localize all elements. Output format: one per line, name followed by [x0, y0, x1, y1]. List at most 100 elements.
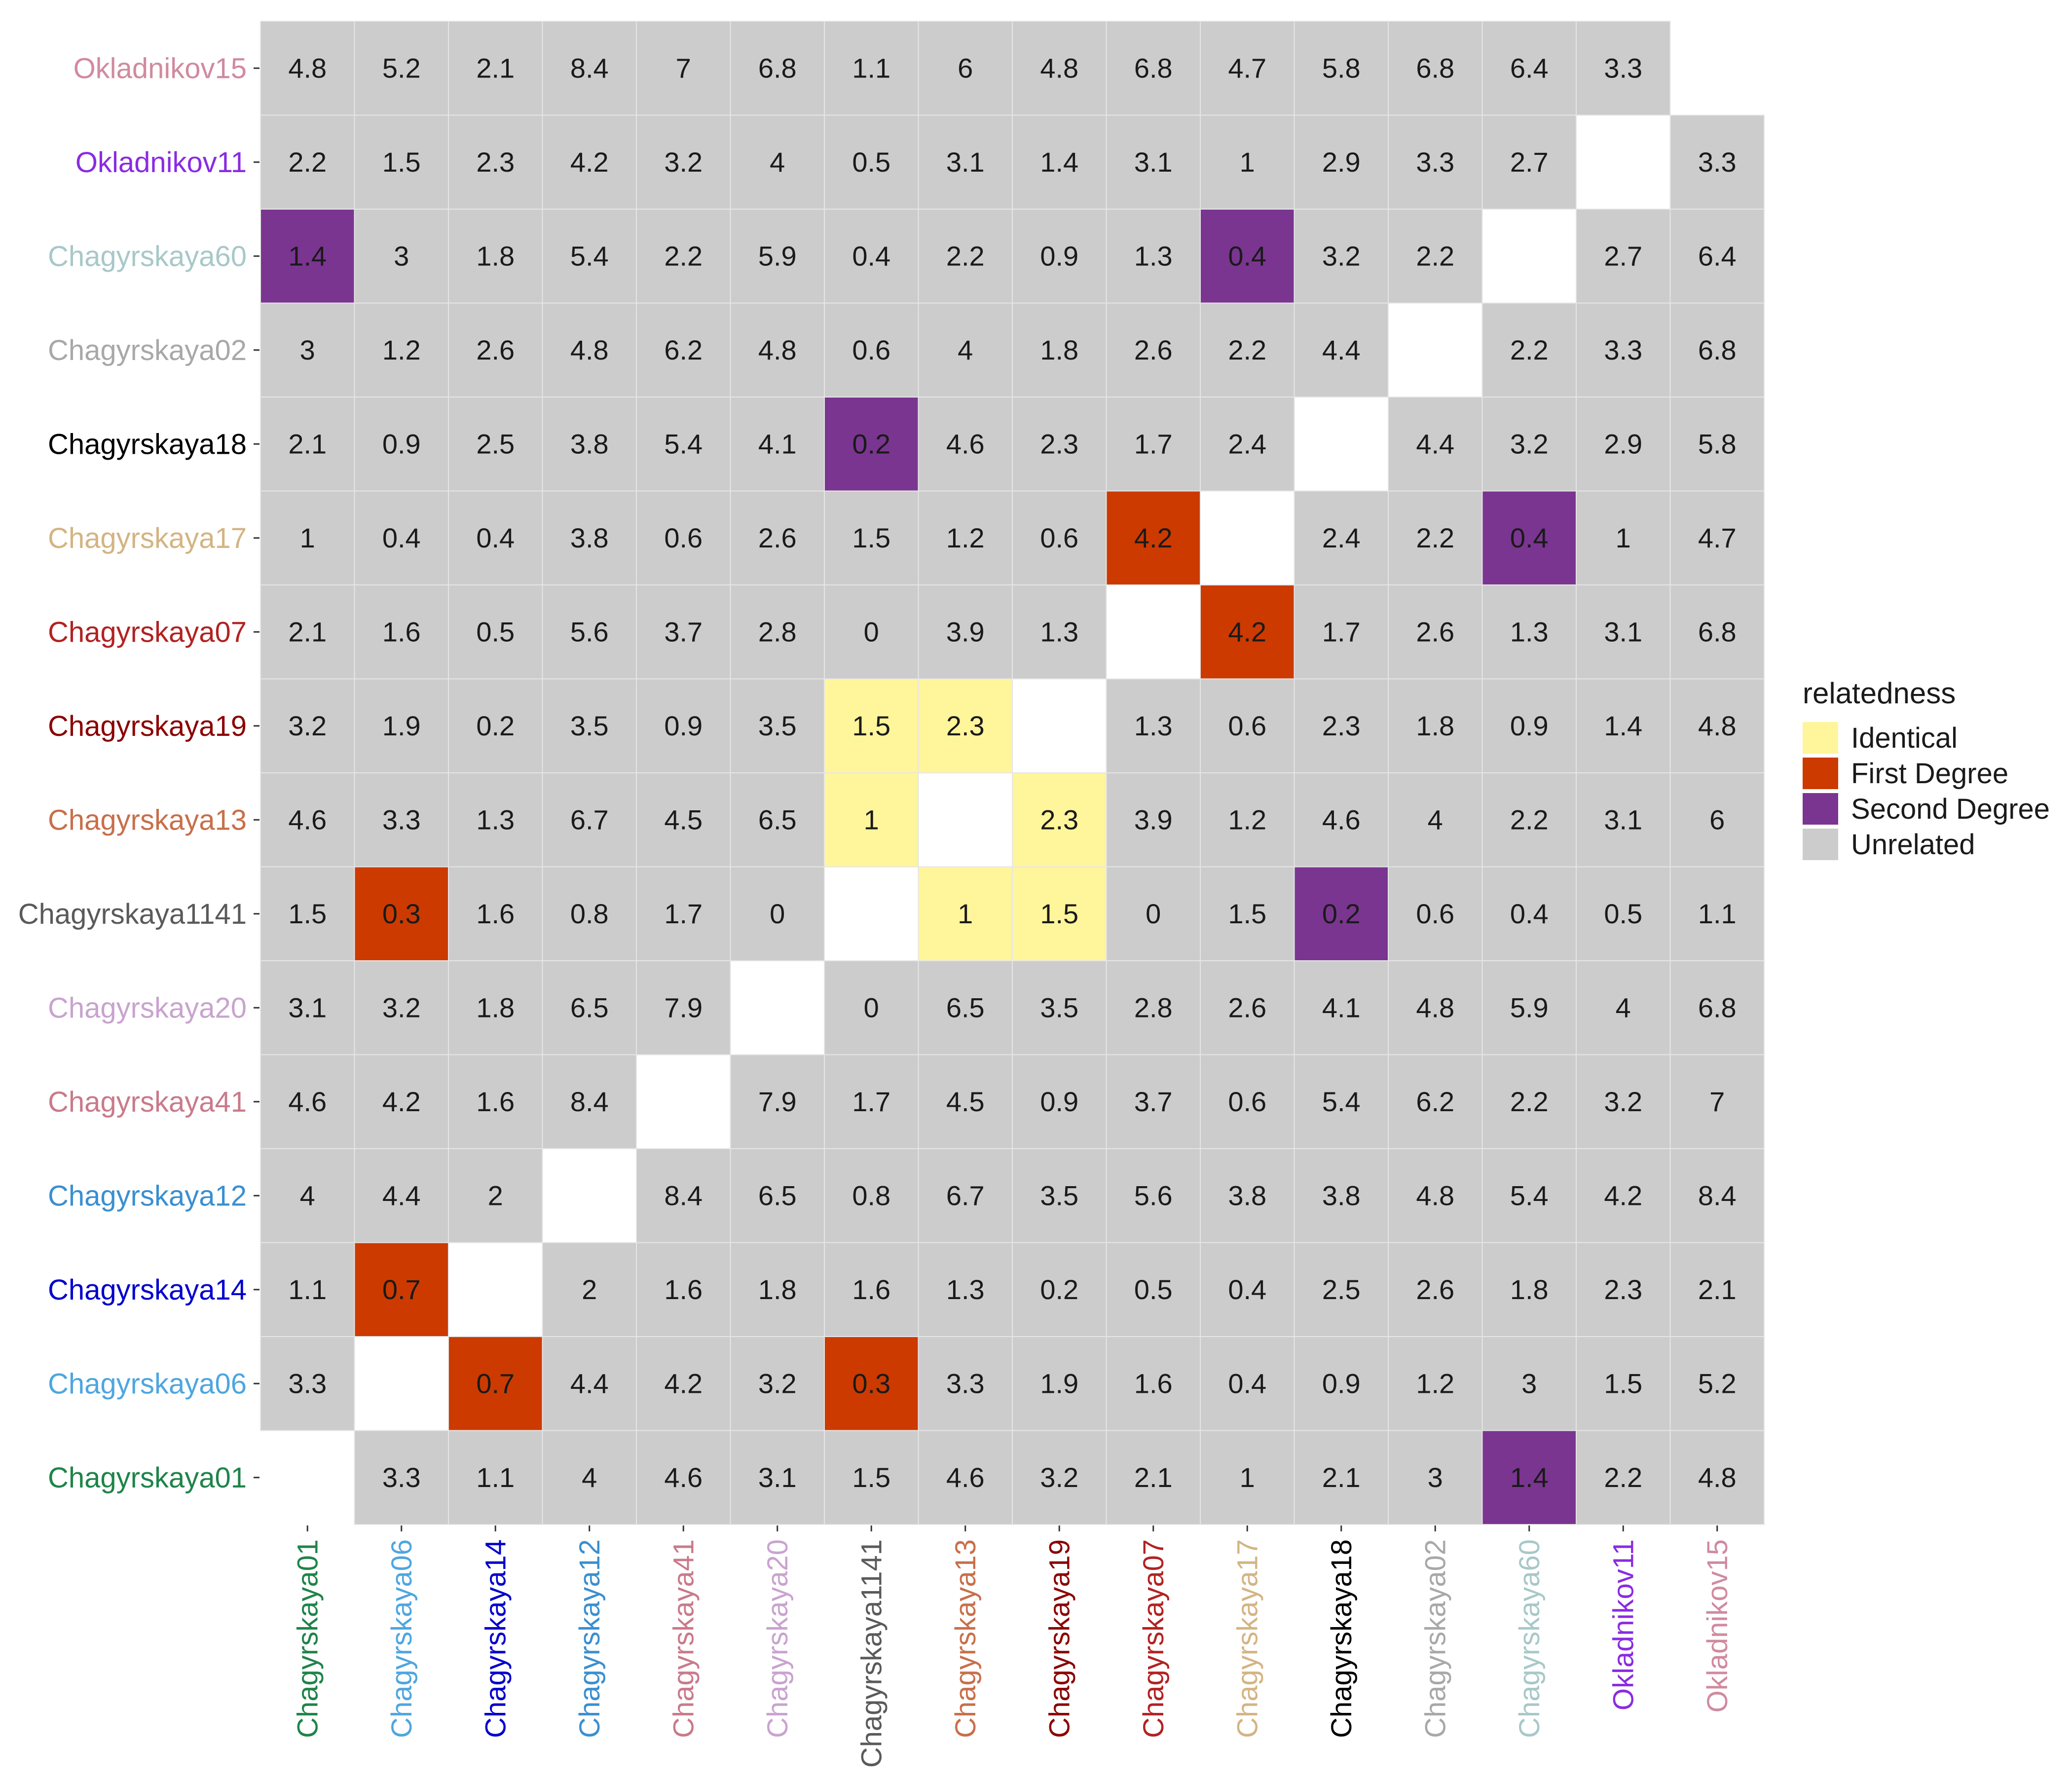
cell-value-label: 4.8 [1416, 1180, 1454, 1211]
heatmap-cell [1669, 490, 1765, 585]
heatmap-cell [1200, 1336, 1295, 1431]
x-tick-label: Chagyrskaya14 [480, 1539, 512, 1738]
cell-value-label: 1.8 [476, 240, 515, 271]
cell-value-label: 1.7 [1322, 616, 1361, 647]
heatmap-cell [260, 397, 355, 492]
cell-value-label: 5.2 [382, 52, 421, 83]
heatmap-cell [1481, 866, 1577, 961]
cell-value-label: 8.4 [1698, 1180, 1737, 1211]
cell-value-label: 0.9 [1322, 1368, 1361, 1399]
cell-value-label: 2.6 [1416, 616, 1454, 647]
cell-value-label: 4.6 [1322, 804, 1361, 835]
cell-value-label: 4 [1428, 804, 1443, 835]
cell-value-label: 1.5 [1604, 1368, 1642, 1399]
heatmap-cell [1294, 21, 1389, 116]
heatmap-cell [354, 21, 449, 116]
cell-value-label: 5.4 [664, 428, 703, 459]
heatmap-cell [1576, 678, 1671, 773]
cell-value-label: 0 [1146, 898, 1161, 929]
heatmap-cell [1106, 302, 1201, 398]
cell-value-label: 2.7 [1604, 240, 1642, 271]
cell-value-label: 2.3 [1604, 1274, 1642, 1305]
heatmap-cell [1669, 1148, 1765, 1243]
heatmap-cell [824, 397, 919, 492]
cell-value-label: 5.9 [1510, 992, 1549, 1023]
cell-value-label: 0.7 [382, 1274, 421, 1305]
cell-value-label: 1.3 [1510, 616, 1549, 647]
cell-value-label: 1 [1240, 146, 1255, 178]
cell-value-label: 6.8 [1698, 334, 1737, 365]
cell-value-label: 2.3 [1040, 804, 1078, 835]
cell-value-label: 5.2 [1698, 1368, 1737, 1399]
heatmap-cell [1576, 209, 1671, 304]
heatmap-cell [1388, 1054, 1483, 1149]
heatmap-cell [1200, 1430, 1295, 1525]
cell-value-label: 2.2 [1416, 522, 1454, 553]
cell-value-label: 2.1 [476, 52, 515, 83]
cell-value-label: 2.6 [1134, 334, 1173, 365]
heatmap-cell [918, 1054, 1013, 1149]
heatmap-cell [1669, 114, 1765, 210]
legend-label: Identical [1851, 722, 1958, 754]
heatmap-cell [1012, 584, 1107, 680]
cell-value-label: 4.8 [1040, 52, 1078, 83]
heatmap-cell [1481, 1054, 1577, 1149]
cell-value-label: 1 [300, 522, 315, 553]
y-tick-label: Chagyrskaya20 [48, 992, 247, 1024]
cell-value-label: 0.6 [1228, 710, 1266, 741]
heatmap-cell [1200, 678, 1295, 773]
cell-value-label: 1.4 [1040, 146, 1078, 178]
cell-value-label: 3.3 [1604, 334, 1642, 365]
cell-value-label: 6.8 [1698, 616, 1737, 647]
cell-value-label: 0.4 [1228, 1368, 1266, 1399]
y-tick-label: Chagyrskaya01 [48, 1462, 247, 1494]
cell-value-label: 0.4 [1228, 240, 1266, 271]
cell-value-label: 3.2 [1510, 428, 1549, 459]
cell-value-label: 0.4 [1510, 522, 1549, 553]
heatmap-cell [1012, 21, 1107, 116]
cell-value-label: 0.9 [382, 428, 421, 459]
cell-value-label: 3.3 [382, 1462, 421, 1493]
cell-value-label: 1.5 [1040, 898, 1078, 929]
cell-value-label: 3.2 [1604, 1086, 1642, 1117]
cell-value-label: 4.6 [288, 804, 327, 835]
heatmap-cell [918, 397, 1013, 492]
heatmap-cell [448, 21, 543, 116]
heatmap-cell [1106, 397, 1201, 492]
cell-value-label: 3 [1521, 1368, 1537, 1399]
cell-value-label: 3.9 [1134, 804, 1173, 835]
cell-value-label: 1.2 [946, 522, 985, 553]
cell-value-label: 2.2 [946, 240, 985, 271]
heatmap-cell [1012, 1148, 1107, 1243]
cell-value-label: 6.8 [1698, 992, 1737, 1023]
heatmap-cell [354, 114, 449, 210]
cell-value-label: 0.4 [476, 522, 515, 553]
cell-value-label: 1.7 [664, 898, 703, 929]
heatmap-cell [1294, 584, 1389, 680]
legend-label: Second Degree [1851, 793, 2050, 825]
cell-value-label: 3.3 [1604, 52, 1642, 83]
cell-value-label: 3.5 [1040, 992, 1078, 1023]
x-tick-label: Chagyrskaya12 [574, 1539, 606, 1738]
cell-value-label: 5.6 [1134, 1180, 1173, 1211]
heatmap-cell [1388, 1148, 1483, 1243]
cell-value-label: 3.3 [946, 1368, 985, 1399]
cell-value-label: 2.2 [1510, 334, 1549, 365]
cell-value-label: 5.4 [1510, 1180, 1549, 1211]
cell-value-label: 1 [958, 898, 973, 929]
heatmap-cell [260, 114, 355, 210]
cell-value-label: 2.3 [1322, 710, 1361, 741]
cell-value-label: 4.4 [382, 1180, 421, 1211]
heatmap-cell [1106, 21, 1201, 116]
heatmap-cell [354, 490, 449, 585]
cell-value-label: 4.6 [288, 1086, 327, 1117]
heatmap-cell [354, 1054, 449, 1149]
heatmap-cell [730, 772, 825, 868]
heatmap-cell [730, 1430, 825, 1525]
x-tick-label: Okladnikov11 [1607, 1539, 1639, 1710]
heatmap-cell [1012, 960, 1107, 1055]
heatmap-cell [636, 772, 731, 868]
y-tick-label: Chagyrskaya60 [48, 240, 247, 272]
cell-value-label: 2.2 [1228, 334, 1266, 365]
heatmap-cell [1481, 1336, 1577, 1431]
